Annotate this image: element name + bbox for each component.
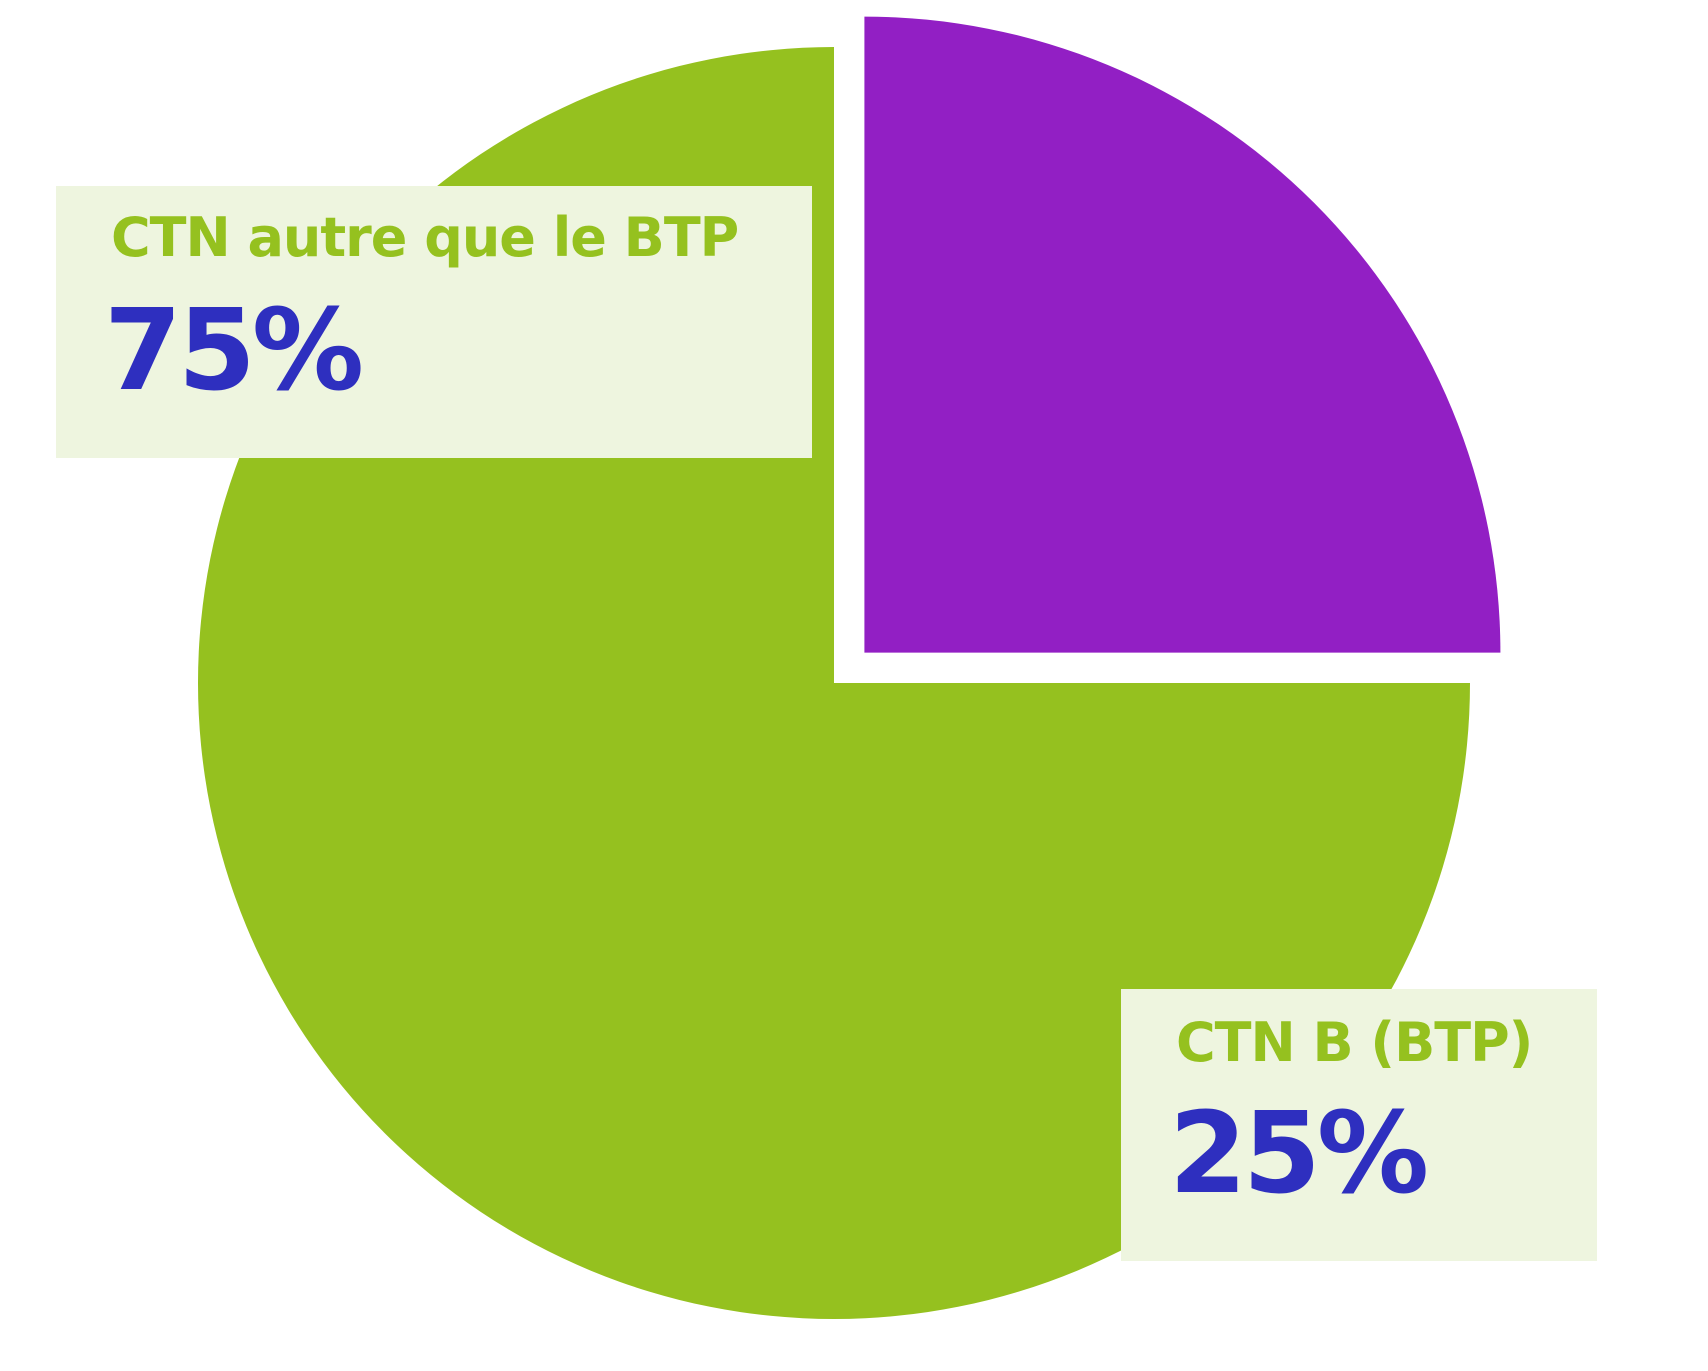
slice-label-value: 75% [104,286,364,416]
slice-label-box-ctn-btp: CTN B (BTP) 25% [1121,989,1597,1261]
slice-label-value: 25% [1169,1089,1429,1219]
slice-label-name: CTN B (BTP) [1176,1011,1533,1074]
slice-label-box-ctn-autre: CTN autre que le BTP 75% [56,186,812,458]
pie-slice-1 [864,16,1501,653]
slice-label-name: CTN autre que le BTP [111,206,739,269]
